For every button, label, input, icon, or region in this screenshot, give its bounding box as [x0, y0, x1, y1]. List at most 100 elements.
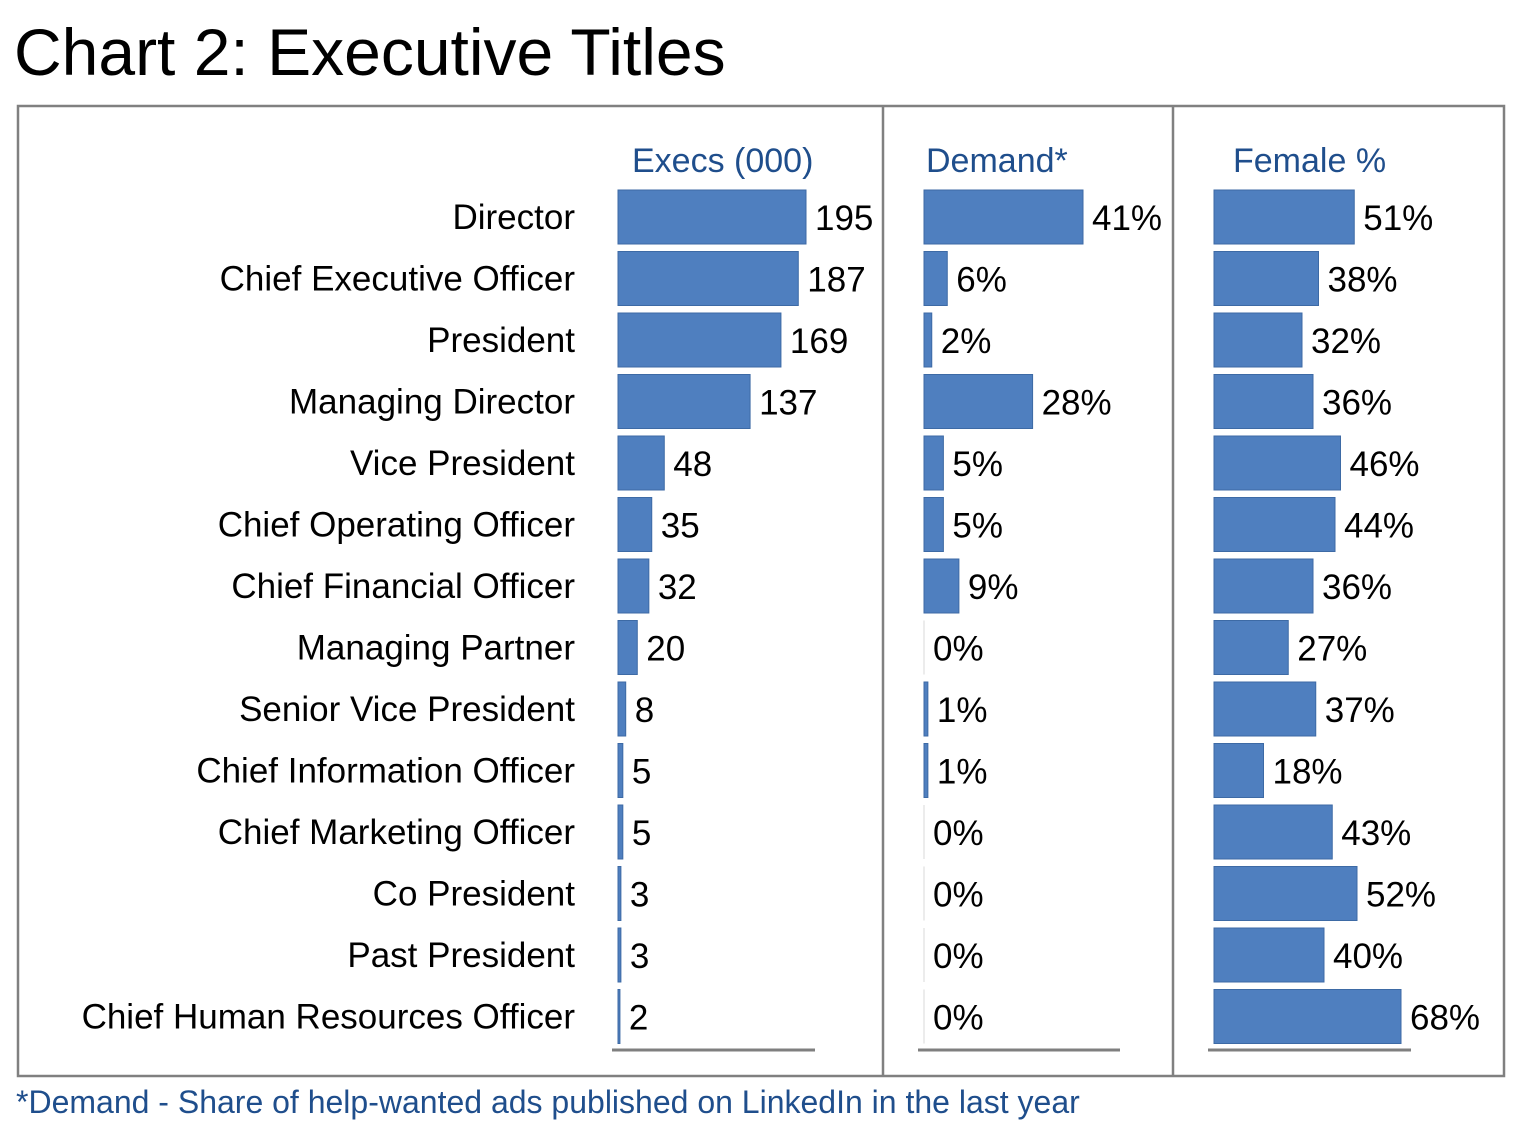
- category-label: Senior Vice President: [239, 690, 575, 729]
- bar-demand: [923, 497, 944, 552]
- value-label-demand: 5%: [952, 507, 1003, 546]
- bar-female: [1213, 189, 1355, 245]
- bar-demand: [923, 312, 933, 368]
- bar-female: [1213, 312, 1303, 368]
- value-label-execs: 137: [759, 384, 817, 423]
- category-label: Chief Executive Officer: [220, 260, 576, 299]
- category-label: Chief Operating Officer: [218, 506, 576, 545]
- value-label-female: 36%: [1322, 568, 1392, 607]
- category-label: Chief Marketing Officer: [218, 813, 576, 852]
- bar-female: [1213, 374, 1314, 429]
- value-label-demand: 41%: [1092, 199, 1162, 238]
- bar-execs: [617, 374, 751, 429]
- panel-header-female: Female %: [1233, 142, 1386, 180]
- bar-demand: [923, 374, 1034, 429]
- value-label-female: 68%: [1410, 999, 1480, 1038]
- category-labels: Director Chief Executive Officer President…: [82, 198, 576, 1037]
- category-label: Chief Financial Officer: [231, 567, 575, 606]
- category-label: Co President: [373, 875, 576, 914]
- value-label-execs: 5: [632, 753, 651, 792]
- bar-demand: [923, 189, 1084, 245]
- bar-execs: [617, 312, 782, 368]
- value-label-demand: 0%: [933, 999, 984, 1038]
- bar-execs: [617, 558, 650, 614]
- bar-female: [1213, 743, 1264, 798]
- bar-female: [1213, 558, 1314, 614]
- bar-female: [1213, 866, 1358, 921]
- bar-execs: [617, 927, 622, 983]
- bar-execs: [617, 251, 799, 306]
- bar-execs: [617, 804, 624, 860]
- value-label-execs: 3: [630, 876, 649, 915]
- value-label-female: 40%: [1333, 937, 1403, 976]
- panel-header-execs: Execs (000): [632, 142, 813, 180]
- value-label-female: 32%: [1311, 322, 1381, 361]
- bar-demand: [923, 743, 929, 798]
- value-label-execs: 8: [635, 691, 654, 730]
- bar-female: [1213, 251, 1319, 306]
- bar-execs: [617, 497, 653, 552]
- category-label: Managing Director: [289, 383, 575, 422]
- panel-female: Female % 51% 38% 32% 36% 46% 44% 36% 27% 37% 18% 43…: [1208, 142, 1480, 1052]
- chart-frame: [16, 104, 1506, 1078]
- value-label-female: 18%: [1273, 753, 1343, 792]
- panel-header-demand: Demand*: [926, 142, 1068, 180]
- bar-execs: [617, 681, 627, 737]
- value-label-female: 44%: [1344, 507, 1414, 546]
- value-label-demand: 1%: [937, 691, 988, 730]
- value-label-demand: 0%: [933, 876, 984, 915]
- value-label-female: 37%: [1325, 691, 1395, 730]
- value-label-female: 38%: [1328, 261, 1398, 300]
- bar-demand: [923, 435, 944, 491]
- bar-female: [1213, 681, 1317, 737]
- bar-female: [1213, 804, 1333, 860]
- category-label: President: [427, 321, 575, 360]
- value-label-execs: 32: [658, 568, 697, 607]
- bar-execs: [617, 620, 638, 675]
- value-label-execs: 20: [646, 630, 685, 669]
- category-label: Chief Information Officer: [196, 752, 575, 791]
- panel-demand: Demand* 41% 6% 2% 28% 5% 5% 9% 0% 1% 1% 0% 0% 0% 0%: [918, 142, 1162, 1052]
- value-label-demand: 1%: [937, 753, 988, 792]
- bar-female: [1213, 497, 1336, 552]
- bar-demand: [923, 558, 960, 614]
- bar-execs: [617, 989, 621, 1044]
- value-label-demand: 6%: [956, 261, 1007, 300]
- bar-female: [1213, 989, 1402, 1044]
- category-label: Vice President: [350, 444, 575, 483]
- category-label: Past President: [347, 936, 575, 975]
- value-label-execs: 5: [632, 814, 651, 853]
- bar-demand: [923, 251, 948, 306]
- value-label-demand: 0%: [933, 814, 984, 853]
- value-label-female: 51%: [1363, 199, 1433, 238]
- value-label-female: 36%: [1322, 384, 1392, 423]
- category-label: Director: [452, 198, 575, 237]
- value-label-execs: 169: [790, 322, 848, 361]
- footnote: *Demand - Share of help-wanted ads publi…: [16, 1084, 1080, 1120]
- value-label-female: 43%: [1341, 814, 1411, 853]
- value-label-demand: 28%: [1042, 384, 1112, 423]
- bar-execs: [617, 743, 624, 798]
- bar-female: [1213, 927, 1325, 983]
- value-label-female: 27%: [1297, 630, 1367, 669]
- category-label: Managing Partner: [297, 629, 576, 668]
- value-label-execs: 195: [815, 199, 873, 238]
- value-label-execs: 2: [629, 999, 648, 1038]
- bar-panels: Execs (000)19518716913748353220855332Dem…: [612, 142, 1480, 1052]
- category-label: Chief Human Resources Officer: [82, 998, 576, 1037]
- bar-female: [1213, 435, 1341, 491]
- bar-female: [1213, 620, 1289, 675]
- value-label-demand: 9%: [968, 568, 1019, 607]
- bar-execs: [617, 866, 622, 921]
- value-label-demand: 2%: [941, 322, 992, 361]
- bar-demand: [923, 681, 929, 737]
- value-label-execs: 187: [807, 261, 865, 300]
- value-label-execs: 48: [673, 445, 712, 484]
- value-label-female: 46%: [1350, 445, 1420, 484]
- value-label-female: 52%: [1366, 876, 1436, 915]
- value-label-execs: 3: [630, 937, 649, 976]
- bar-execs: [617, 435, 665, 491]
- value-label-demand: 5%: [952, 445, 1003, 484]
